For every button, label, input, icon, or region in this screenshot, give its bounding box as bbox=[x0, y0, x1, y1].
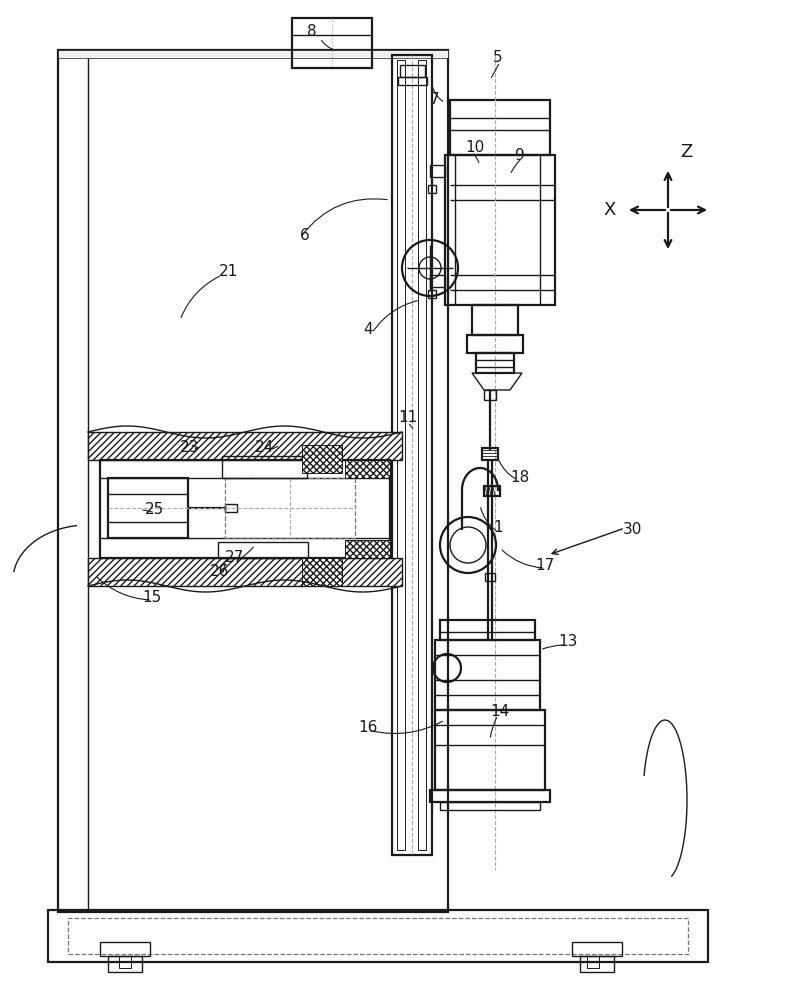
Text: 23: 23 bbox=[180, 440, 200, 456]
Bar bbox=[485, 573, 495, 581]
Bar bbox=[450, 100, 550, 155]
Bar bbox=[58, 50, 448, 58]
Text: 11: 11 bbox=[399, 410, 417, 426]
Bar bbox=[572, 942, 622, 956]
Bar bbox=[108, 956, 142, 972]
Text: 6: 6 bbox=[300, 228, 310, 242]
Bar bbox=[484, 390, 496, 400]
Bar bbox=[397, 60, 405, 850]
Bar bbox=[88, 558, 402, 586]
Bar bbox=[108, 478, 188, 538]
Bar bbox=[218, 542, 308, 558]
Bar bbox=[428, 185, 436, 193]
Bar bbox=[476, 353, 514, 373]
Bar bbox=[100, 460, 390, 558]
Text: 15: 15 bbox=[142, 590, 162, 605]
Text: 14: 14 bbox=[490, 704, 509, 720]
Text: 26: 26 bbox=[211, 564, 230, 580]
Bar bbox=[392, 55, 432, 855]
Text: 16: 16 bbox=[358, 720, 378, 736]
Text: Z: Z bbox=[680, 143, 692, 161]
Text: 4: 4 bbox=[363, 322, 373, 338]
Text: 8: 8 bbox=[307, 24, 317, 39]
Text: 30: 30 bbox=[623, 522, 641, 538]
Bar bbox=[587, 956, 599, 968]
Bar bbox=[345, 460, 390, 478]
Bar bbox=[467, 335, 523, 353]
Bar bbox=[302, 558, 342, 586]
Text: 10: 10 bbox=[465, 140, 485, 155]
Bar bbox=[435, 710, 545, 790]
Text: 27: 27 bbox=[226, 550, 244, 566]
Bar bbox=[430, 275, 445, 287]
Text: 21: 21 bbox=[219, 264, 237, 279]
Bar bbox=[292, 18, 372, 68]
Bar bbox=[440, 620, 535, 640]
Bar bbox=[225, 504, 237, 512]
Text: 1: 1 bbox=[493, 520, 503, 536]
Bar bbox=[58, 50, 448, 912]
Text: X: X bbox=[604, 201, 616, 219]
Bar bbox=[418, 60, 426, 850]
Bar bbox=[430, 790, 550, 802]
Bar bbox=[482, 448, 498, 460]
Text: 7: 7 bbox=[430, 93, 440, 107]
Bar bbox=[445, 155, 555, 305]
Bar bbox=[302, 445, 342, 473]
Bar bbox=[119, 956, 131, 968]
Bar bbox=[225, 478, 355, 538]
Bar bbox=[398, 77, 427, 85]
Bar bbox=[484, 486, 500, 496]
Text: 5: 5 bbox=[493, 50, 503, 66]
Bar bbox=[222, 456, 307, 478]
Bar bbox=[48, 910, 708, 962]
Bar bbox=[435, 640, 540, 710]
Bar bbox=[428, 290, 436, 298]
Text: 17: 17 bbox=[535, 558, 555, 572]
Bar bbox=[68, 918, 688, 954]
Bar bbox=[440, 802, 540, 810]
Bar bbox=[430, 165, 445, 177]
Bar bbox=[400, 65, 425, 77]
Text: 18: 18 bbox=[510, 471, 530, 486]
Text: 9: 9 bbox=[515, 147, 525, 162]
Bar bbox=[472, 305, 518, 335]
Bar bbox=[345, 540, 390, 558]
Bar bbox=[100, 942, 150, 956]
Text: 25: 25 bbox=[145, 502, 164, 518]
Bar bbox=[88, 432, 402, 460]
Text: 13: 13 bbox=[558, 635, 578, 650]
Bar bbox=[580, 956, 614, 972]
Text: 24: 24 bbox=[255, 440, 274, 456]
